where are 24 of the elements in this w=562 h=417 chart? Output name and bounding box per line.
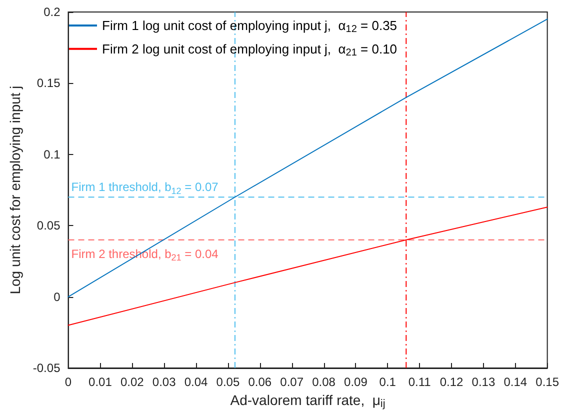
y-tick-label: 0.1 xyxy=(44,147,61,162)
x-tick-label: 0.01 xyxy=(88,375,112,389)
line-series xyxy=(68,18,548,298)
x-tick-label: 0.1 xyxy=(379,375,396,389)
x-tick-label: 0.14 xyxy=(504,375,528,389)
x-tick-label: 0.13 xyxy=(472,375,496,389)
x-tick-label: 0.02 xyxy=(120,375,144,389)
y-tick-label: 0.2 xyxy=(44,5,61,19)
y-tick-label: -0.05 xyxy=(32,361,61,375)
x-tick-label: 0.07 xyxy=(280,375,304,389)
y-axis-title: Log unit cost for employing input j xyxy=(7,86,23,294)
x-tick-label: 0.04 xyxy=(184,375,208,389)
x-tick-label: 0.05 xyxy=(216,375,240,389)
x-tick-label: 0 xyxy=(64,375,72,389)
x-tick-label: 0.11 xyxy=(408,375,432,389)
x-tick-label: 0.08 xyxy=(312,375,336,389)
y-tick-label: 0.05 xyxy=(36,218,61,233)
x-tick-label: 0.03 xyxy=(152,375,176,389)
x-tick-label: 0.15 xyxy=(536,375,560,389)
x-tick-label: 0.06 xyxy=(248,375,272,389)
x-tick-label: 0.09 xyxy=(344,375,368,389)
x-tick-label: 0.12 xyxy=(440,375,464,389)
y-tick-label: 0 xyxy=(54,290,61,304)
y-tick-label: 0.15 xyxy=(36,76,61,90)
